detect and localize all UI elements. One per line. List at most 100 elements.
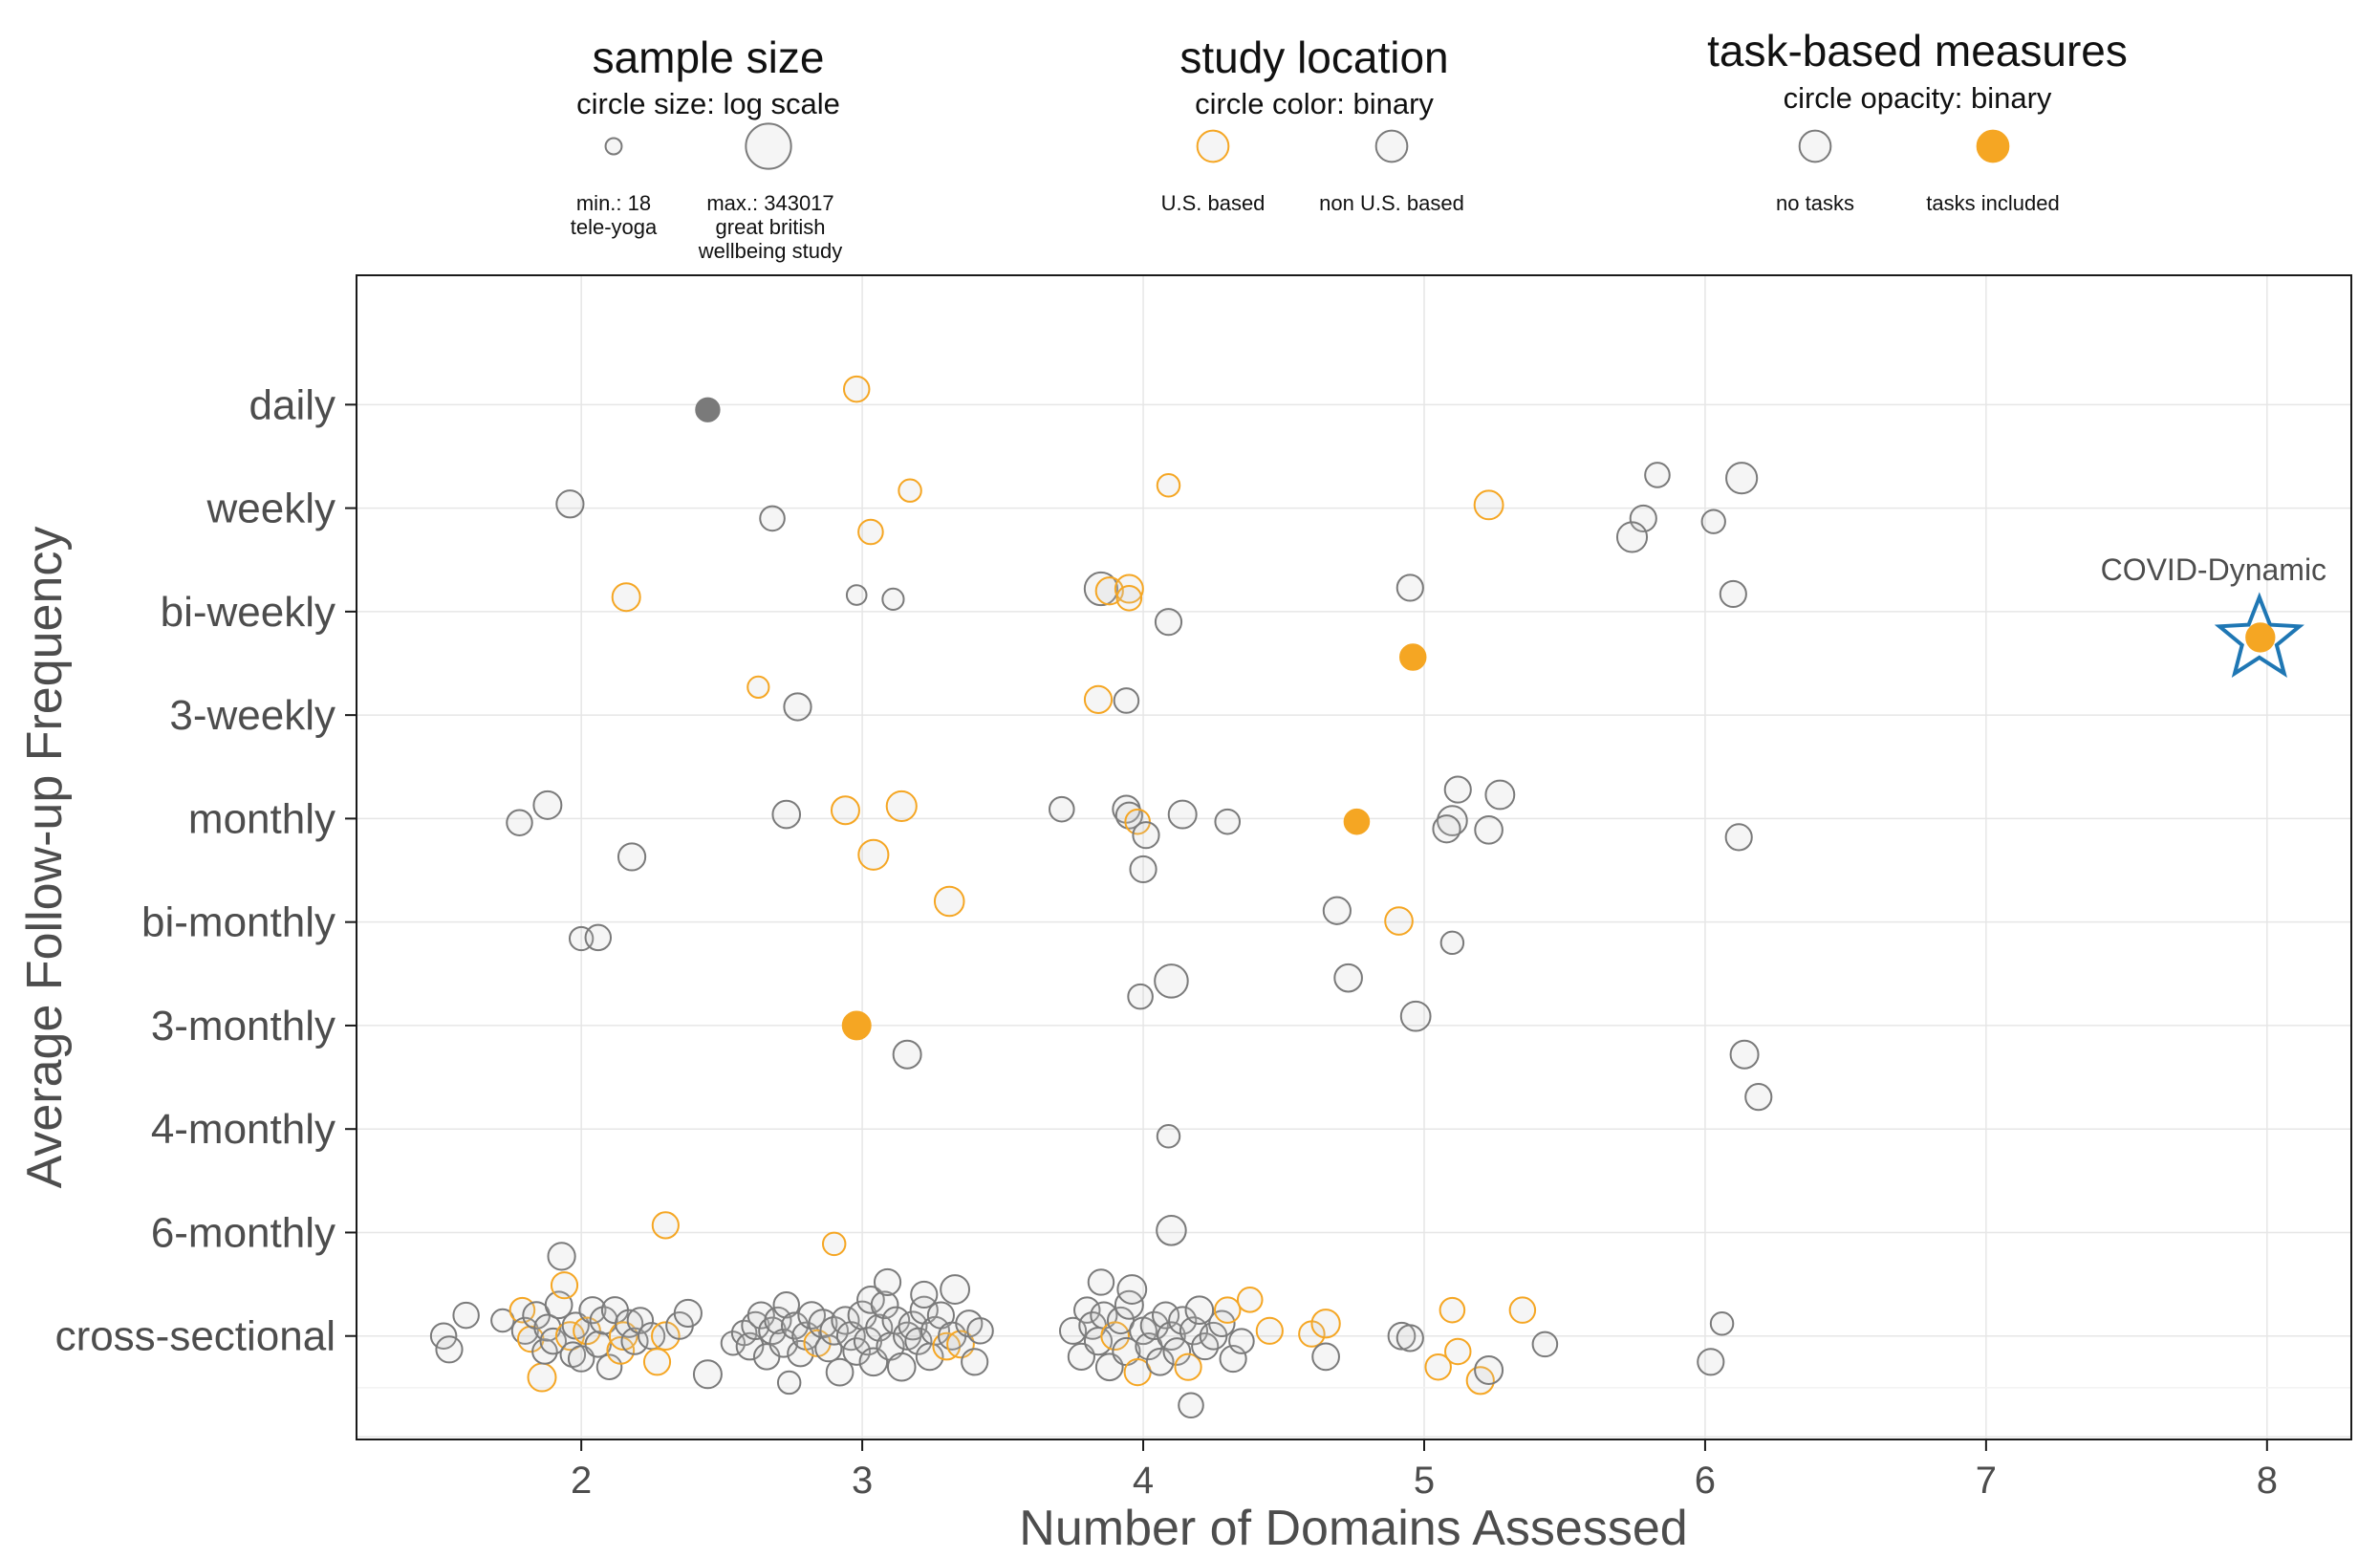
point-cross-sectional: [1531, 1331, 1559, 1358]
point-bi-monthly: [1439, 930, 1465, 956]
point-cross-sectional: [814, 1334, 843, 1363]
point-monthly: [1724, 823, 1753, 852]
point-cross-sectional: [772, 1291, 800, 1319]
legend-item-label: non U.S. based: [1319, 191, 1464, 215]
point-cross-sectional: [1387, 1321, 1417, 1351]
legend-swatch: [1196, 129, 1230, 163]
point-monthly: [1132, 821, 1160, 850]
x-tick-label: 4: [1133, 1460, 1154, 1502]
point-4-monthly: [1156, 1124, 1181, 1149]
point-cross-sectional: [746, 1301, 775, 1330]
point-bi-monthly: [1322, 896, 1352, 925]
point-3-weekly: [783, 692, 812, 722]
legend-item-label: wellbeing study: [698, 239, 842, 263]
point-3-weekly: [1113, 687, 1140, 714]
point-weekly: [1644, 462, 1671, 488]
point-cross-sectional: [819, 1316, 850, 1346]
point-cross-sectional: [452, 1301, 480, 1330]
point-weekly: [1615, 521, 1649, 553]
x-tick-label: 5: [1414, 1460, 1435, 1502]
y-tick-label: 3-weekly: [169, 692, 335, 739]
point-cross-sectional: [1213, 1296, 1242, 1324]
point-cross-sectional: [1396, 1324, 1424, 1352]
plot-background: [357, 275, 2351, 1439]
point-bi-weekly: [1115, 585, 1143, 612]
point-weekly: [555, 489, 585, 519]
legend-swatch: [1374, 129, 1409, 163]
x-tick-label: 7: [1976, 1460, 1997, 1502]
point-cross-sectional: [1219, 1344, 1247, 1374]
point-cross-sectional: [692, 1359, 723, 1390]
point-weekly: [759, 505, 786, 532]
point-cross-sectional: [1311, 1342, 1340, 1372]
point-cross-sectional: [559, 1341, 587, 1369]
point-3-weekly: [1083, 684, 1114, 714]
point-cross-sectional: [1424, 1352, 1452, 1381]
y-tick-label: 6-monthly: [151, 1209, 335, 1256]
point-weekly: [898, 478, 922, 503]
point-6-monthly: [821, 1231, 847, 1257]
x-axis-title: Number of Domains Assessed: [1019, 1501, 1687, 1556]
legend-item-label: tasks included: [1926, 191, 2059, 215]
legend-item-label: U.S. based: [1161, 191, 1266, 215]
point-cross-sectional: [873, 1267, 902, 1297]
point-cross-sectional: [1162, 1337, 1192, 1366]
y-tick-label: bi-weekly: [161, 589, 335, 636]
point-cross-sectional: [642, 1348, 672, 1376]
point-cross-sectional: [825, 1357, 855, 1387]
legend-subtitle: circle opacity: binary: [1784, 81, 2052, 115]
annotation-label: COVID-Dynamic: [2101, 552, 2326, 587]
point-cross-sectional: [584, 1331, 613, 1358]
point-bi-monthly: [1384, 906, 1414, 936]
point-cross-sectional: [1697, 1348, 1725, 1376]
point-monthly: [1443, 775, 1472, 804]
point-cross-sectional: [1100, 1321, 1130, 1352]
point-cross-sectional: [1145, 1347, 1175, 1376]
point-cross-sectional: [1439, 1296, 1466, 1324]
legend-title: sample size: [593, 32, 825, 82]
point-6-monthly: [651, 1211, 680, 1240]
point-cross-sectional: [673, 1298, 703, 1329]
point-weekly: [1473, 489, 1504, 521]
point-cross-sectional: [768, 1329, 799, 1358]
point-3-monthly: [1729, 1039, 1760, 1070]
legend: sample size circle size: log scale min.: 1…: [571, 26, 2128, 263]
point-cross-sectional: [595, 1353, 623, 1381]
y-axis-title: Average Follow-up Frequency: [17, 527, 73, 1189]
point-cross-sectional: [1168, 1306, 1198, 1335]
x-axis: 2 3 4 5 6 7 8: [571, 1439, 2278, 1502]
point-bi-weekly: [1719, 579, 1747, 609]
plot-frame: [356, 274, 2352, 1440]
legend-title: task-based measures: [1707, 26, 2128, 76]
point-cross-sectional: [1444, 1337, 1472, 1366]
point-cross-sectional: [626, 1307, 655, 1334]
legend-group-sample-size: sample size circle size: log scale min.: 1…: [571, 32, 842, 263]
point-cross-sectional: [539, 1327, 568, 1355]
point-cross-sectional: [870, 1290, 899, 1320]
point-cross-sectional: [842, 1337, 872, 1366]
point-cross-sectional: [550, 1271, 579, 1300]
point-cross-sectional: [547, 1242, 576, 1271]
legend-item-label: min.: 18: [576, 191, 651, 215]
point-cross-sectional: [780, 1311, 810, 1340]
point-cross-sectional: [898, 1310, 928, 1341]
point-cross-sectional: [1184, 1295, 1215, 1325]
point-3-weekly: [746, 675, 770, 700]
point-bi-weekly: [1154, 608, 1183, 637]
star-icon: [2214, 592, 2304, 678]
point-cross-sectional: [1073, 1296, 1101, 1324]
point-3-monthly: [841, 1010, 872, 1041]
point-cross-sectional: [589, 1306, 618, 1335]
point-monthly: [885, 790, 918, 822]
point-cross-sectional: [1116, 1274, 1148, 1305]
point-monthly: [857, 838, 890, 871]
point-cross-sectional: [1157, 1321, 1186, 1352]
point-cross-sectional: [831, 1306, 860, 1335]
point-cross-sectional: [776, 1370, 802, 1396]
point-cross-sectional: [527, 1362, 557, 1393]
point-cross-sectional: [1236, 1287, 1264, 1313]
point-monthly: [771, 799, 802, 830]
point-monthly: [1484, 779, 1516, 811]
point-cross-sectional: [490, 1308, 515, 1333]
legend-item-label: tele-yoga: [571, 215, 658, 239]
